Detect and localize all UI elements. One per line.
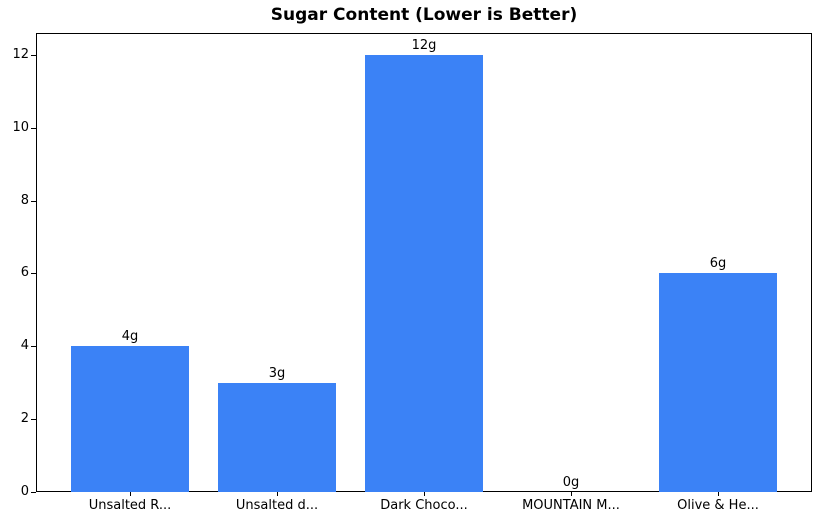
chart-title: Sugar Content (Lower is Better) — [270, 5, 578, 25]
y-axis-label-12: 12 — [12, 47, 29, 62]
x-axis-label-2: Unsalted d... — [235, 498, 319, 513]
x-axis-tick-1 — [130, 492, 131, 496]
x-axis-label-1: Unsalted R... — [88, 498, 172, 513]
y-axis-tick-6 — [31, 273, 36, 274]
y-axis-tick-2 — [31, 419, 36, 420]
x-axis-tick-3 — [424, 492, 425, 496]
y-axis-label-2: 2 — [20, 411, 29, 426]
bar-value-label-4: 0g — [562, 475, 580, 490]
bar-2 — [218, 383, 336, 492]
y-axis-tick-8 — [31, 201, 36, 202]
bar-value-label-5: 6g — [709, 256, 727, 271]
y-axis-label-4: 4 — [20, 338, 29, 353]
y-axis-tick-12 — [31, 55, 36, 56]
y-axis-label-10: 10 — [12, 120, 29, 135]
y-axis-label-0: 0 — [20, 484, 29, 499]
bar-value-label-2: 3g — [268, 366, 286, 381]
y-axis-tick-0 — [31, 492, 36, 493]
y-axis-tick-10 — [31, 128, 36, 129]
y-axis-label-8: 8 — [20, 193, 29, 208]
x-axis-label-4: MOUNTAIN M... — [522, 498, 620, 513]
bar-value-label-1: 4g — [121, 329, 139, 344]
bar-3 — [365, 55, 483, 492]
bar-value-label-3: 12g — [411, 38, 437, 53]
x-axis-label-5: Olive & He... — [677, 498, 759, 513]
y-axis-label-6: 6 — [20, 265, 29, 280]
y-axis-tick-4 — [31, 346, 36, 347]
x-axis-tick-5 — [718, 492, 719, 496]
x-axis-label-3: Dark Choco... — [380, 498, 468, 513]
bar-1 — [71, 346, 189, 492]
x-axis-tick-2 — [277, 492, 278, 496]
x-axis-tick-4 — [571, 492, 572, 496]
bar-5 — [659, 273, 777, 492]
